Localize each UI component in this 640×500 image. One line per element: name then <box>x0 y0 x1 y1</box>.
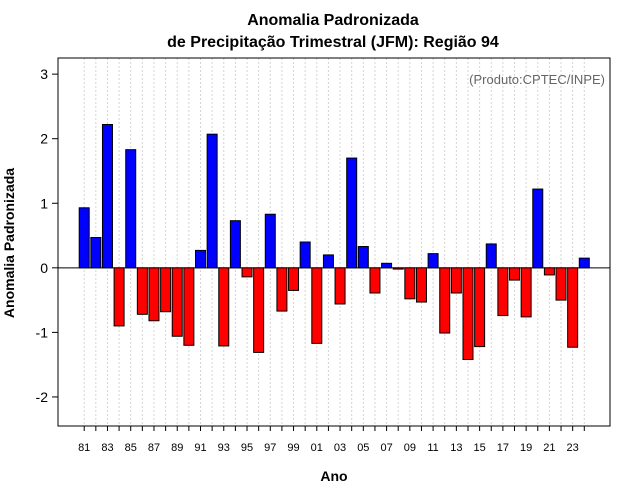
bar-06 <box>369 267 381 294</box>
y-axis-label: Anomalia Padronizada <box>1 168 17 318</box>
bar-92 <box>206 133 218 269</box>
bar-88 <box>160 267 172 313</box>
bar-00 <box>299 241 311 269</box>
bar-20 <box>532 188 544 269</box>
bar-24 <box>578 257 590 269</box>
x-tick-label: 19 <box>520 442 532 454</box>
x-tick-label: 21 <box>543 442 555 454</box>
bar-22 <box>555 267 567 301</box>
x-tick-label: 91 <box>194 442 206 454</box>
bar-10 <box>415 267 427 303</box>
x-tick-label: 07 <box>380 442 392 454</box>
bar-02 <box>322 254 334 269</box>
x-tick-label: 99 <box>287 442 299 454</box>
bar-13 <box>450 267 462 294</box>
bar-05 <box>357 246 369 269</box>
x-tick-label: 97 <box>264 442 276 454</box>
x-tick-label: 09 <box>404 442 416 454</box>
x-tick-label: 81 <box>78 442 90 454</box>
bar-19 <box>520 267 532 318</box>
plot-border <box>57 57 611 427</box>
x-axis: 81 83 85 87 89 91 93 95 97 99 01 03 05 07 09 11 13 15 17 19… <box>78 426 585 454</box>
bar-18 <box>509 267 521 281</box>
y-tick-label: 2 <box>40 131 48 147</box>
bar-23 <box>567 267 579 348</box>
bar-89 <box>171 267 183 337</box>
x-tick-label: 03 <box>334 442 346 454</box>
bar-96 <box>253 267 265 353</box>
bar-93 <box>218 267 230 347</box>
bar-91 <box>195 249 206 269</box>
bar-21 <box>543 267 555 276</box>
bar-99 <box>288 267 300 291</box>
bar-17 <box>497 267 509 317</box>
chart-subtitle: de Precipitação Trimestral (JFM): Região… <box>167 34 499 51</box>
bar-85 <box>125 149 137 269</box>
y-tick-label: 1 <box>40 195 48 211</box>
x-tick-label: 05 <box>357 442 369 454</box>
bar-98 <box>276 267 288 312</box>
bar-82 <box>90 236 102 269</box>
bar-12 <box>439 267 451 334</box>
x-tick-label: 95 <box>241 442 253 454</box>
bar-94 <box>229 220 241 269</box>
vertical-gridlines <box>83 58 585 426</box>
bar-04 <box>346 157 358 269</box>
bar-97 <box>264 213 276 269</box>
credit-annotation: (Produto:CPTEC/INPE) <box>469 72 605 87</box>
x-tick-label: 17 <box>497 442 509 454</box>
bar-11 <box>427 253 439 269</box>
x-tick-label: 83 <box>101 442 113 454</box>
bar-16 <box>485 243 497 269</box>
bar-14 <box>462 267 474 361</box>
bar-08 <box>392 267 404 270</box>
x-tick-label: 15 <box>473 442 485 454</box>
y-tick-label: 0 <box>40 260 48 276</box>
y-tick-label: -1 <box>36 324 49 340</box>
bar-87 <box>148 267 160 322</box>
bar-90 <box>183 267 195 346</box>
bars <box>78 123 590 361</box>
bar-95 <box>241 267 253 278</box>
x-tick-label: 11 <box>427 442 438 454</box>
bar-15 <box>474 267 486 348</box>
bar-84 <box>113 267 125 327</box>
bar-81 <box>78 207 90 269</box>
x-tick-label: 13 <box>450 442 462 454</box>
x-tick-label: 85 <box>125 442 137 454</box>
x-axis-label: Ano <box>320 468 347 484</box>
bar-83 <box>101 123 113 269</box>
x-tick-label: 87 <box>148 442 160 454</box>
chart-title: Anomalia Padronizada <box>247 12 419 29</box>
x-tick-label: 89 <box>171 442 183 454</box>
x-tick-label: 01 <box>311 442 323 454</box>
y-tick-label: -2 <box>36 389 49 405</box>
bar-86 <box>136 267 148 315</box>
bar-03 <box>334 267 346 305</box>
bar-01 <box>311 267 323 344</box>
y-tick-label: 3 <box>40 66 48 82</box>
y-axis: -2 -1 0 1 2 3 <box>36 66 58 405</box>
x-tick-label: 23 <box>567 442 579 454</box>
bar-07 <box>381 262 393 269</box>
x-tick-label: 93 <box>218 442 230 454</box>
bar-09 <box>404 267 416 300</box>
